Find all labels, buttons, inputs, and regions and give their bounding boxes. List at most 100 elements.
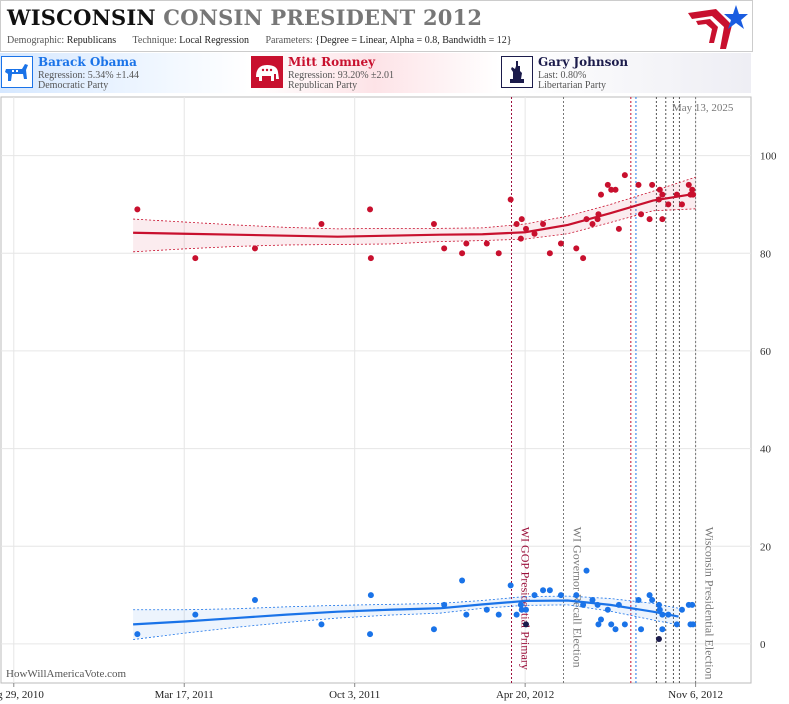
data-point — [621, 621, 628, 628]
data-point — [649, 181, 656, 188]
y-tick-label: 40 — [760, 444, 772, 456]
page-title: WISCONSIN CONSIN PRESIDENT 2012 — [7, 5, 482, 30]
data-point — [192, 255, 199, 262]
confidence-band — [133, 177, 696, 252]
data-point — [678, 201, 685, 208]
date-stamp: May 13, 2025 — [672, 102, 734, 114]
data-point — [523, 606, 529, 613]
data-point — [459, 250, 466, 257]
data-point — [615, 601, 622, 608]
data-point — [518, 216, 525, 223]
data-point — [604, 606, 611, 613]
data-point — [690, 621, 697, 628]
data-point — [580, 255, 587, 262]
data-point — [546, 250, 553, 257]
data-point — [595, 211, 602, 218]
data-point — [507, 582, 514, 589]
data-point — [649, 596, 656, 603]
data-point — [517, 601, 524, 608]
data-point — [463, 240, 470, 247]
legend-item-johnson[interactable]: Gary Johnson Last: 0.80% Libertarian Par… — [500, 53, 751, 93]
title-race: CONSIN PRESIDENT 2012 — [163, 5, 483, 30]
data-point — [621, 172, 628, 179]
data-point — [665, 201, 672, 208]
data-point — [594, 216, 601, 223]
trend-line — [133, 192, 696, 238]
data-point — [656, 186, 663, 193]
header: WISCONSIN CONSIN PRESIDENT 2012 Demograp… — [0, 0, 753, 52]
data-point — [318, 220, 325, 227]
data-point — [531, 230, 538, 237]
data-point — [673, 191, 680, 198]
data-point — [134, 631, 141, 638]
data-point — [540, 587, 547, 594]
data-point — [318, 621, 325, 628]
data-point — [659, 216, 666, 223]
y-tick-label: 0 — [760, 639, 766, 651]
data-point — [646, 216, 653, 223]
data-point — [635, 181, 642, 188]
data-point — [523, 225, 529, 232]
data-point — [612, 186, 619, 193]
data-point — [513, 220, 520, 227]
data-point — [638, 211, 645, 218]
x-tick-label: Mar 17, 2011 — [155, 689, 214, 701]
band-lower-line — [133, 604, 679, 640]
data-point — [608, 621, 615, 628]
data-point — [638, 626, 645, 633]
data-point — [134, 206, 141, 213]
data-point — [615, 225, 622, 232]
candidate-party: Democratic Party — [38, 80, 109, 91]
data-point — [690, 191, 697, 198]
data-point — [594, 601, 601, 608]
donkey-icon — [1, 56, 33, 88]
data-point — [367, 631, 374, 638]
legend-item-obama[interactable]: Barack Obama Regression: 5.34% ±1.44 Dem… — [0, 53, 249, 93]
legend-item-romney[interactable]: Mitt Romney Regression: 93.20% ±2.01 Rep… — [250, 53, 499, 93]
data-point — [483, 240, 490, 247]
site-logo-icon[interactable] — [686, 3, 750, 49]
data-point — [655, 196, 662, 203]
data-point — [557, 240, 564, 247]
event-label: Wisconsin Presidential Election — [703, 527, 717, 680]
elephant-icon — [251, 56, 283, 88]
data-point — [656, 606, 663, 613]
data-point — [659, 191, 666, 198]
title-state: WISCONSIN — [7, 5, 156, 30]
data-point — [546, 587, 553, 594]
data-point — [251, 245, 258, 252]
data-point — [589, 220, 596, 227]
data-point — [441, 601, 448, 608]
data-point — [685, 181, 692, 188]
candidate-name: Gary Johnson — [538, 55, 629, 69]
candidate-stat: Regression: 93.20% ±2.01 — [288, 70, 395, 81]
data-point — [483, 606, 490, 613]
data-point — [192, 611, 199, 618]
data-point — [598, 616, 604, 623]
data-point — [523, 621, 529, 628]
x-tick-label: Nov 6, 2012 — [668, 689, 723, 701]
data-point — [495, 250, 502, 257]
y-tick-label: 60 — [760, 346, 772, 358]
data-point — [540, 220, 547, 227]
event-label: WI GOP Presidential Primary — [519, 527, 533, 670]
data-point — [459, 577, 466, 584]
y-tick-label: 20 — [760, 541, 772, 553]
data-point — [517, 235, 524, 242]
data-point — [367, 592, 374, 599]
data-point — [598, 191, 604, 198]
candidate-name: Mitt Romney — [288, 55, 376, 69]
data-point — [678, 606, 685, 613]
data-point — [604, 181, 611, 188]
data-point — [573, 592, 580, 599]
data-point — [589, 596, 596, 603]
site-credit[interactable]: HowWillAmericaVote.com — [6, 668, 127, 680]
data-point — [430, 220, 437, 227]
technique-setting: Technique: Local Regression — [132, 35, 249, 46]
demographic-setting: Demographic: Republicans — [7, 35, 117, 46]
data-point — [673, 621, 680, 628]
data-point — [689, 186, 696, 193]
data-point — [518, 606, 525, 613]
chart-parameters: Demographic: Republicans Technique: Loca… — [7, 35, 526, 46]
